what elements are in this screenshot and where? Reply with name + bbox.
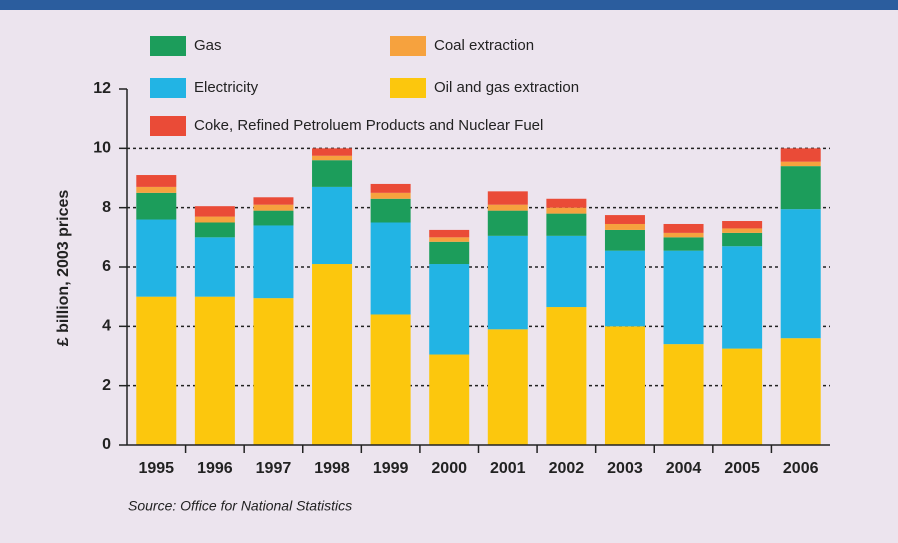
bar-segment (194, 216, 235, 223)
x-tick-label: 2001 (490, 460, 526, 477)
bar-segment (370, 314, 411, 445)
bar-segment (136, 296, 177, 445)
x-tick-label: 2000 (431, 460, 467, 477)
x-tick-label: 2004 (666, 460, 702, 477)
bar-segment (253, 204, 294, 211)
bar-segment (253, 210, 294, 226)
y-tick-label: 12 (93, 80, 111, 97)
bar-segment (604, 223, 645, 230)
bar-segment (370, 183, 411, 193)
bar-segment (663, 250, 704, 345)
bar-segment (546, 198, 587, 208)
bar-segment (253, 225, 294, 299)
bar-segment (429, 237, 470, 242)
x-tick-label: 2003 (607, 460, 643, 477)
bar-segment (487, 210, 528, 236)
legend-label: Gas (194, 37, 222, 54)
source: Source: Office for National Statistics (128, 498, 352, 514)
bar-segment (136, 186, 177, 193)
y-tick-label: 6 (102, 258, 111, 275)
y-tick-label: 0 (102, 436, 111, 453)
legend-swatch (390, 78, 426, 98)
bar-segment (429, 241, 470, 265)
bar-segment (429, 354, 470, 445)
y-tick-label: 4 (102, 318, 111, 335)
legend-label: Coke, Refined Petroluem Products and Nuc… (194, 117, 543, 134)
legend-label: Coal extraction (434, 37, 534, 54)
bar-segment (370, 198, 411, 223)
bar-segment (312, 148, 353, 156)
bar-segment (312, 186, 353, 265)
bar-segment (780, 338, 821, 445)
top-band (0, 0, 898, 10)
bar-segment (546, 235, 587, 308)
x-tick-label: 1997 (256, 460, 292, 477)
x-tick-label: 1996 (197, 460, 233, 477)
bar-segment (663, 237, 704, 251)
bar-segment (780, 161, 821, 167)
bar-segment (722, 221, 763, 229)
bar-segment (604, 250, 645, 327)
bar-segment (487, 235, 528, 330)
bar-segment (194, 296, 235, 445)
bar-segment (546, 213, 587, 236)
bar-segment (370, 192, 411, 199)
legend-swatch (390, 36, 426, 56)
bar-segment (370, 222, 411, 315)
bar-segment (136, 192, 177, 220)
bar-segment (780, 209, 821, 339)
bar-segment (604, 326, 645, 445)
bar-segment (780, 148, 821, 162)
bar-segment (722, 348, 763, 445)
bar-segment (546, 207, 587, 214)
bar-segment (780, 166, 821, 210)
legend-label: Electricity (194, 79, 259, 96)
bar-segment (663, 344, 704, 445)
x-tick-label: 2005 (724, 460, 760, 477)
legend-swatch (150, 78, 186, 98)
bar-segment (194, 206, 235, 217)
x-tick-label: 1999 (373, 460, 409, 477)
x-tick-label: 2006 (783, 460, 819, 477)
bar-segment (722, 246, 763, 349)
y-axis-label: £ billion, 2003 prices (55, 190, 72, 347)
y-tick-label: 8 (102, 199, 111, 216)
bar-segment (194, 222, 235, 238)
x-tick-label: 1998 (314, 460, 350, 477)
bar-segment (604, 215, 645, 224)
bar-segment (429, 229, 470, 238)
bar-segment (487, 204, 528, 211)
bar-segment (487, 329, 528, 445)
bar-segment (194, 237, 235, 297)
legend-swatch (150, 36, 186, 56)
bar-segment (312, 264, 353, 445)
bar-segment (136, 175, 177, 187)
bar-segment (312, 155, 353, 161)
bar-segment (604, 229, 645, 251)
bar-segment (546, 307, 587, 445)
x-tick-label: 2002 (549, 460, 585, 477)
bar-segment (663, 223, 704, 233)
legend-swatch (150, 116, 186, 136)
y-tick-label: 10 (93, 140, 111, 157)
bar-segment (136, 219, 177, 297)
x-tick-label: 1995 (138, 460, 174, 477)
bar-segment (253, 298, 294, 445)
legend-label: Oil and gas extraction (434, 79, 579, 96)
bar-segment (663, 232, 704, 238)
bar-segment (312, 160, 353, 187)
bar-segment (253, 197, 294, 205)
bar-segment (722, 232, 763, 247)
y-tick-label: 2 (102, 377, 111, 394)
bar-segment (429, 264, 470, 355)
bar-segment (722, 228, 763, 233)
bar-segment (487, 191, 528, 205)
